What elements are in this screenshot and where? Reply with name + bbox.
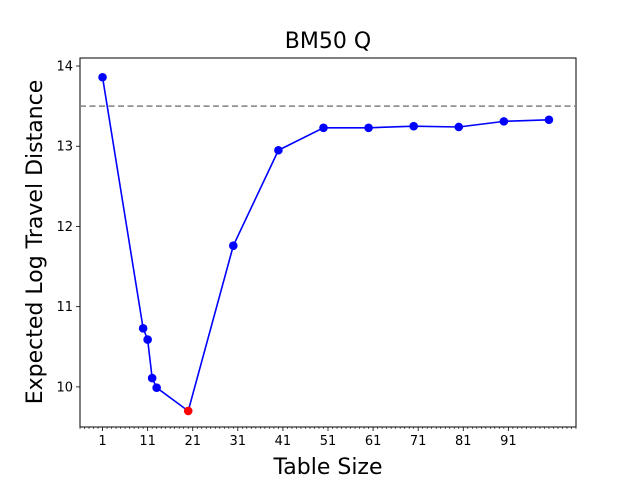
x-tick-label: 61 <box>365 434 382 449</box>
x-tick-label: 1 <box>98 434 106 449</box>
data-point <box>143 335 152 344</box>
y-tick-label: 11 <box>56 300 73 315</box>
x-tick-label: 31 <box>230 434 247 449</box>
data-point <box>229 241 238 251</box>
data-point <box>147 373 157 383</box>
data-point <box>274 145 283 155</box>
data-point <box>409 121 418 131</box>
x-tick-label: 51 <box>320 434 337 449</box>
data-point <box>319 123 328 133</box>
highlight-point <box>183 406 193 416</box>
data-point <box>98 72 107 82</box>
x-tick-label: 91 <box>500 434 517 449</box>
series-line <box>101 77 549 413</box>
data-point <box>138 324 148 333</box>
x-tick-label: 11 <box>139 434 156 449</box>
plot-area <box>79 57 577 428</box>
x-tick-label: 81 <box>455 434 472 449</box>
data-point <box>364 123 373 133</box>
data-point <box>454 122 464 132</box>
y-tick-label: 13 <box>56 140 73 155</box>
data-point <box>499 117 509 126</box>
data-point <box>152 383 161 392</box>
data-point <box>544 115 554 125</box>
y-axis-label: Expected Log Travel Distance <box>23 80 48 405</box>
y-tick-label: 10 <box>56 380 73 395</box>
y-tick-label: 14 <box>56 60 73 75</box>
x-axis-label: Table Size <box>272 455 382 480</box>
x-tick-label: 41 <box>275 434 292 449</box>
x-tick-label: 21 <box>184 434 201 449</box>
y-tick-label: 12 <box>56 220 73 235</box>
chart-title: BM50 Q <box>285 29 371 54</box>
x-tick-label: 71 <box>410 434 427 449</box>
